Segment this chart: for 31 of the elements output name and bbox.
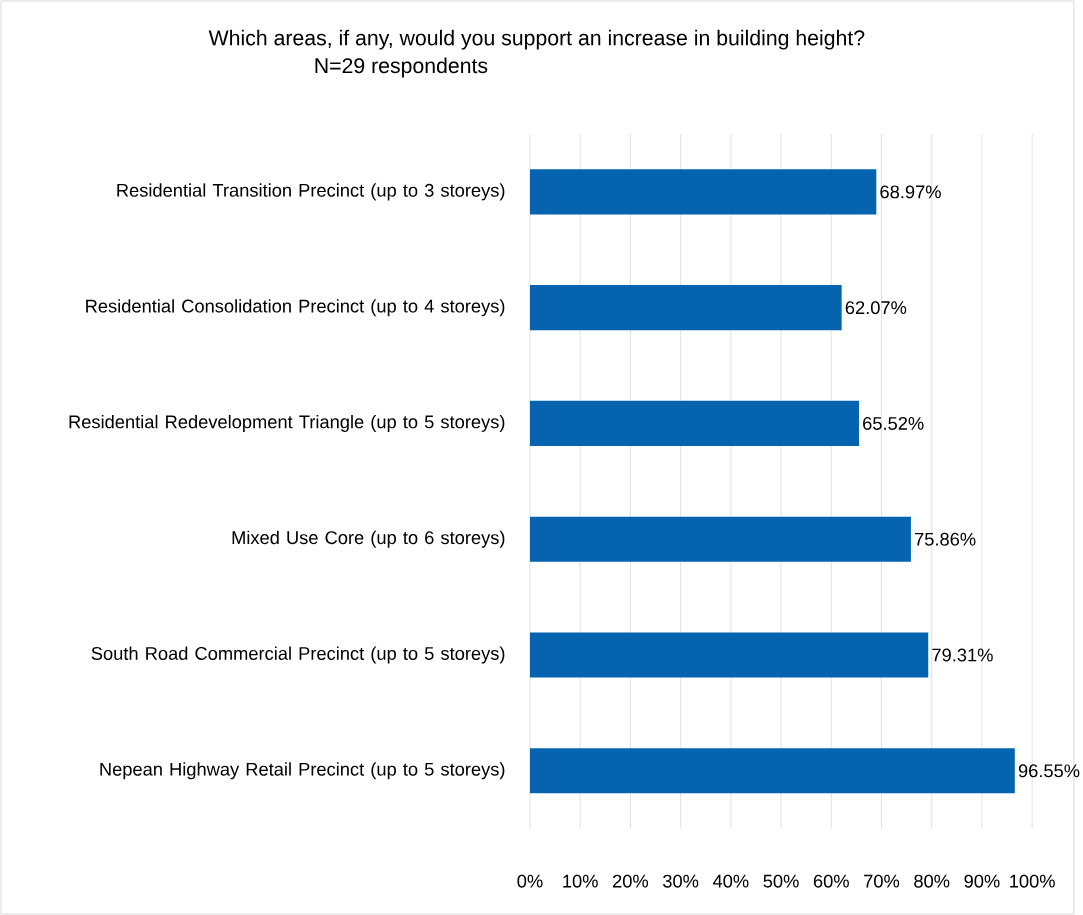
data-label: 79.31% xyxy=(932,648,993,662)
y-tick-label: Residential Redevelopment Triangle (up to 5 storeys) xyxy=(69,414,505,432)
data-label: 96.55% xyxy=(1018,764,1080,778)
x-tick-label: 20% xyxy=(613,874,649,888)
x-tick-label: 40% xyxy=(712,874,749,888)
bar xyxy=(529,285,842,331)
y-tick-label: Mixed Use Core (up to 6 storeys) xyxy=(232,530,505,548)
x-tick-label: 90% xyxy=(964,874,1000,888)
bar xyxy=(529,169,877,215)
x-tick-label: 30% xyxy=(663,874,699,888)
bar xyxy=(529,400,859,447)
data-label: 68.97% xyxy=(880,185,941,199)
x-tick-label: 70% xyxy=(864,874,900,888)
bar xyxy=(529,748,1015,794)
y-tick-label: Residential Transition Precinct (up to 3 storeys) xyxy=(117,183,505,201)
y-tick-label: Nepean Highway Retail Precinct (up to 5 storeys) xyxy=(100,762,505,780)
y-tick-label: South Road Commercial Precinct (up to 5 storeys) xyxy=(91,646,505,664)
bar xyxy=(529,632,929,678)
y-tick-label: Residential Consolidation Precinct (up to 4 storeys) xyxy=(86,299,505,317)
data-label: 62.07% xyxy=(845,301,907,315)
x-tick-label: 50% xyxy=(763,874,799,888)
chart-title: Which areas, if any, would you support an increase in building height? xyxy=(208,29,865,50)
x-tick-label: 0% xyxy=(517,874,543,888)
x-tick-label: 10% xyxy=(563,874,598,888)
x-tick-label: 80% xyxy=(914,874,950,888)
chart-subtitle: N=29 respondents xyxy=(315,57,488,78)
data-label: 65.52% xyxy=(863,416,924,430)
data-label: 75.86% xyxy=(915,532,976,546)
bar xyxy=(529,516,911,562)
x-tick-label: 60% xyxy=(813,874,849,888)
x-tick-label: 100% xyxy=(1010,874,1055,888)
